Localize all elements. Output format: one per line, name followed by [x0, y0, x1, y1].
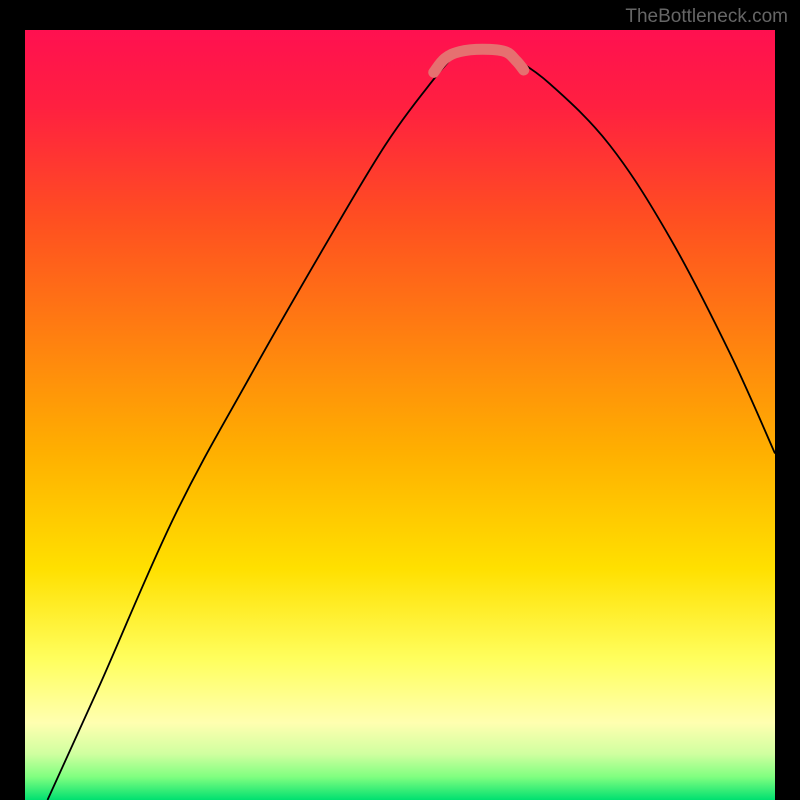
chart-lines: [25, 30, 775, 800]
watermark-text: TheBottleneck.com: [625, 6, 788, 28]
right-curve: [513, 57, 776, 454]
highlight-segment: [434, 49, 524, 72]
left-curve: [48, 57, 453, 800]
bottleneck-chart: [25, 30, 775, 800]
